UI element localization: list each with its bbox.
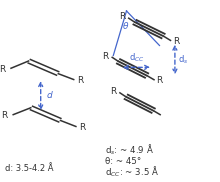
Text: R: R <box>156 76 162 85</box>
Text: d$_s$: d$_s$ <box>178 53 188 66</box>
Text: θ: θ <box>123 22 128 31</box>
Text: R: R <box>110 87 116 96</box>
Text: d$_s$: ~ 4.9 Å: d$_s$: ~ 4.9 Å <box>104 143 153 157</box>
Text: R: R <box>119 12 125 21</box>
Text: R: R <box>79 123 85 132</box>
Text: R: R <box>0 65 6 74</box>
Text: R: R <box>102 52 108 61</box>
Text: d$_{CC}$: ~ 3.5 Å: d$_{CC}$: ~ 3.5 Å <box>104 165 159 179</box>
Text: R: R <box>77 76 83 86</box>
Text: R: R <box>173 37 179 46</box>
Text: θ: ~ 45°: θ: ~ 45° <box>104 157 141 166</box>
Text: d: d <box>46 91 52 100</box>
Text: R: R <box>2 111 8 120</box>
Text: d$_{CC}$: d$_{CC}$ <box>129 51 144 64</box>
Text: d: 3.5-4.2 Å: d: 3.5-4.2 Å <box>5 164 53 173</box>
